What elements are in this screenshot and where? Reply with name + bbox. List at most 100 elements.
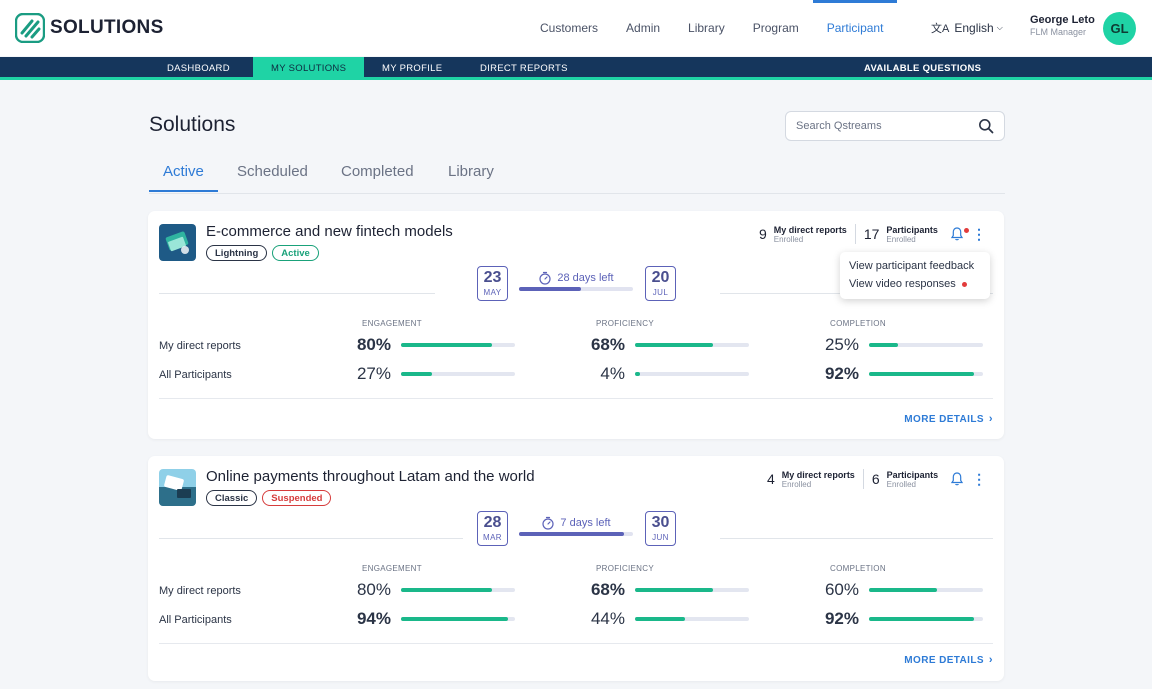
logo[interactable]: SOLUTIONS xyxy=(15,13,164,43)
subnav-my-profile[interactable]: MY PROFILE xyxy=(382,63,443,74)
tab-library[interactable]: Library xyxy=(448,163,494,180)
engagement-direct-reports: 80% xyxy=(341,335,515,355)
subnav-my-solutions[interactable]: MY SOLUTIONS xyxy=(253,57,365,80)
participants-count: 6 xyxy=(871,471,880,487)
solution-thumbnail xyxy=(159,224,196,261)
chevron-down-icon: ⌵ xyxy=(996,23,1003,32)
proficiency-direct-reports: 68% xyxy=(575,580,749,600)
metric-bar-fill xyxy=(635,617,686,621)
subnav-direct-reports[interactable]: DIRECT REPORTS xyxy=(480,63,568,74)
proficiency-all-participants: 4% xyxy=(575,364,749,384)
direct-reports-stat: 4 My direct reports Enrolled xyxy=(767,470,855,489)
solution-title[interactable]: Online payments throughout Latam and the… xyxy=(206,468,535,485)
engagement-all-participants: 94% xyxy=(341,609,515,629)
chevron-right-icon: › xyxy=(988,654,993,666)
nav-customers[interactable]: Customers xyxy=(540,21,599,35)
avatar[interactable]: GL xyxy=(1103,12,1136,45)
sub-nav: DASHBOARD MY SOLUTIONS MY PROFILE DIRECT… xyxy=(0,57,1152,80)
nav-library[interactable]: Library xyxy=(688,21,725,35)
nav-admin[interactable]: Admin xyxy=(626,21,661,35)
stopwatch-icon xyxy=(539,271,551,285)
metric-value: 68% xyxy=(590,335,625,354)
subnav-dashboard[interactable]: DASHBOARD xyxy=(167,63,230,74)
metric-bar xyxy=(869,617,983,621)
row-label-direct-reports: My direct reports xyxy=(159,340,241,352)
type-badge: Classic xyxy=(206,490,258,506)
tab-scheduled[interactable]: Scheduled xyxy=(237,163,308,180)
metric-bar xyxy=(869,372,983,376)
more-details-link[interactable]: MORE DETAILS › xyxy=(904,413,993,425)
metric-bar xyxy=(635,343,749,347)
top-nav: Customers Admin Library Program Particip… xyxy=(526,0,898,56)
timeline-line xyxy=(159,293,435,294)
language-selector[interactable]: 文A English ⌵ xyxy=(931,20,1003,36)
time-progress-fill xyxy=(519,287,581,291)
row-label-all-participants: All Participants xyxy=(159,369,232,381)
search-icon[interactable] xyxy=(978,118,994,134)
metric-bar xyxy=(869,343,983,347)
card-divider xyxy=(159,643,993,644)
metric-value: 27% xyxy=(356,364,391,383)
enrolled-label: Enrolled xyxy=(781,479,812,489)
participants-label: Participants xyxy=(886,469,939,480)
solution-card: E-commerce and new fintech models Lightn… xyxy=(148,211,1004,439)
enrolled-label: Enrolled xyxy=(886,479,916,489)
solution-title[interactable]: E-commerce and new fintech models xyxy=(206,223,453,240)
direct-reports-count: 4 xyxy=(767,471,775,487)
logo-icon xyxy=(15,13,45,43)
metric-value: 44% xyxy=(590,609,625,628)
enrollment-stats: 9 My direct reports Enrolled 17 Particip… xyxy=(759,224,986,244)
menu-item-label: View video responses xyxy=(849,278,956,290)
completion-header: COMPLETION xyxy=(830,564,886,573)
solution-badges: Lightning Active xyxy=(206,245,319,261)
search-box xyxy=(785,111,1005,141)
metric-bar-fill xyxy=(401,617,509,621)
more-details-link[interactable]: MORE DETAILS › xyxy=(904,654,993,666)
completion-all-participants: 92% xyxy=(809,364,983,384)
available-questions-link[interactable]: AVAILABLE QUESTIONS xyxy=(864,63,982,74)
nav-program[interactable]: Program xyxy=(752,21,799,35)
logo-text: SOLUTIONS xyxy=(50,17,164,38)
time-progress: 28 days left xyxy=(519,271,633,285)
metric-value: 25% xyxy=(824,335,859,354)
tab-completed[interactable]: Completed xyxy=(341,163,414,180)
nav-participant[interactable]: Participant xyxy=(812,0,898,56)
user-info[interactable]: George Leto FLM Manager xyxy=(1030,14,1095,37)
search-input[interactable] xyxy=(796,120,978,132)
metric-bar-fill xyxy=(869,372,974,376)
metric-bar-fill xyxy=(401,343,493,347)
translate-icon: 文A xyxy=(931,23,950,35)
timeline: 28 MAR 7 days left 30 JUN xyxy=(159,511,993,547)
bell-icon[interactable] xyxy=(950,471,964,487)
proficiency-direct-reports: 68% xyxy=(575,335,749,355)
end-date: 30 JUN xyxy=(645,511,676,546)
enrolled-label: Enrolled xyxy=(886,234,916,244)
chevron-right-icon: › xyxy=(988,413,993,425)
more-options-icon[interactable]: ⋮ xyxy=(971,226,986,242)
status-badge: Active xyxy=(272,245,319,261)
start-date: 23 MAY xyxy=(477,266,508,301)
bell-icon[interactable] xyxy=(950,226,969,242)
more-details-label: MORE DETAILS xyxy=(904,413,984,425)
metric-bar-fill xyxy=(401,372,432,376)
language-label: English xyxy=(954,21,994,35)
metric-value: 60% xyxy=(824,580,859,599)
time-progress-bar xyxy=(519,532,633,536)
start-day: 23 xyxy=(483,269,502,286)
start-month: MAY xyxy=(483,288,502,297)
row-label-direct-reports: My direct reports xyxy=(159,585,241,597)
engagement-all-participants: 27% xyxy=(341,364,515,384)
tab-active[interactable]: Active xyxy=(149,163,218,192)
menu-item-label: View participant feedback xyxy=(849,260,975,272)
metric-bar xyxy=(401,617,515,621)
proficiency-all-participants: 44% xyxy=(575,609,749,629)
days-left: 7 days left xyxy=(519,516,633,530)
menu-item-participant-feedback[interactable]: View participant feedback xyxy=(849,257,981,275)
more-options-icon[interactable]: ⋮ xyxy=(972,471,987,487)
participants-stat: 17 Participants Enrolled xyxy=(864,225,938,244)
metric-bar xyxy=(401,343,515,347)
metric-bar xyxy=(401,372,515,376)
solution-thumbnail xyxy=(159,469,196,506)
type-badge: Lightning xyxy=(206,245,268,261)
menu-item-video-responses[interactable]: View video responses xyxy=(849,275,981,293)
